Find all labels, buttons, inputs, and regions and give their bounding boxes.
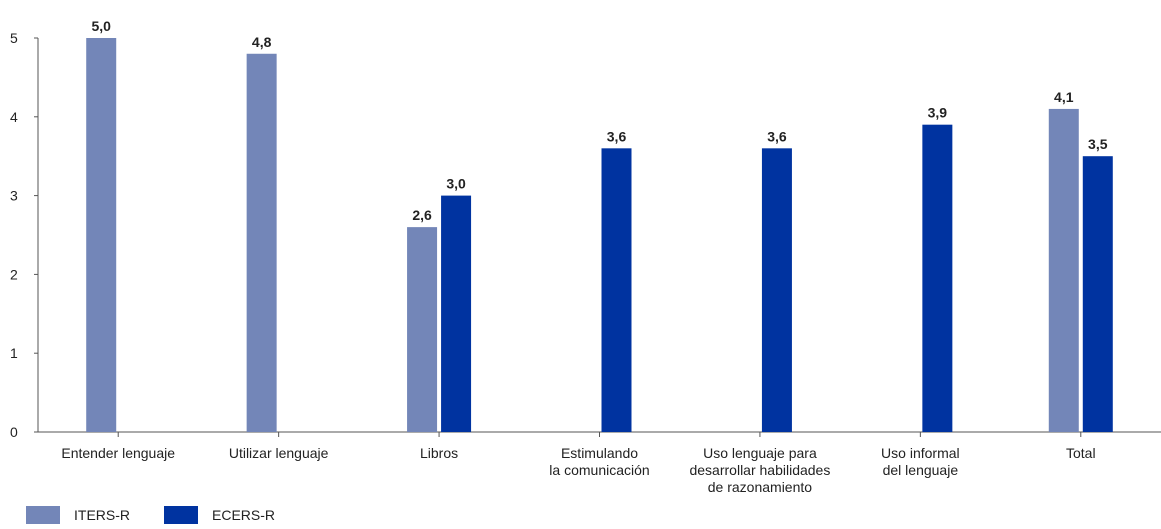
bar-chart: 0 1 2 3 4 5 Entender lenguaje Utilizar lenguaje… xyxy=(10,18,1161,495)
data-label-ecers-r: 3,0 xyxy=(446,176,466,192)
x-category-label-line: Uso lenguaje para xyxy=(703,445,817,461)
x-category-label-line: desarrollar habilidades xyxy=(689,462,830,478)
data-label-iters-r: 2,6 xyxy=(412,207,432,223)
x-category-label-line: la comunicación xyxy=(549,462,649,478)
x-category-label-line: de razonamiento xyxy=(708,479,813,495)
x-category-label: Total xyxy=(1066,445,1096,461)
x-category-label-line: Entender lenguaje xyxy=(61,445,175,461)
bar-ecers-r xyxy=(761,148,792,432)
data-label-ecers-r: 3,6 xyxy=(767,128,787,144)
data-label-ecers-r: 3,5 xyxy=(1088,136,1108,152)
legend: ITERS-R ECERS-R xyxy=(26,506,309,524)
bar-ecers-r xyxy=(601,148,632,432)
y-tick-label: 4 xyxy=(10,109,18,125)
data-label-ecers-r: 3,9 xyxy=(928,105,948,121)
bar-iters-r xyxy=(246,53,277,432)
y-tick-label: 2 xyxy=(10,266,18,282)
data-label-iters-r: 5,0 xyxy=(91,18,111,34)
x-category-label: Libros xyxy=(420,445,458,461)
x-category-label-line: Total xyxy=(1066,445,1096,461)
bar-ecers-r xyxy=(1082,156,1113,432)
x-category-label: Entender lenguaje xyxy=(61,445,175,461)
x-category-label-line: Estimulando xyxy=(561,445,638,461)
data-label-ecers-r: 3,6 xyxy=(607,128,627,144)
x-category-label-line: del lenguaje xyxy=(883,462,959,478)
bar-iters-r xyxy=(86,38,117,432)
legend-item-ecers: ECERS-R xyxy=(164,506,275,524)
bar-iters-r xyxy=(1048,108,1079,433)
y-tick-label: 1 xyxy=(10,345,18,361)
y-tick-label: 3 xyxy=(10,188,18,204)
x-category-label: Uso lenguaje para desarrollar habilidades… xyxy=(689,445,830,495)
x-category-label-line: Utilizar lenguaje xyxy=(229,445,329,461)
bar-iters-r xyxy=(407,227,438,432)
legend-label-iters: ITERS-R xyxy=(74,507,130,523)
x-category-label: Uso informal del lenguaje xyxy=(881,445,960,478)
data-label-iters-r: 4,1 xyxy=(1054,89,1074,105)
data-label-iters-r: 4,8 xyxy=(252,34,272,50)
legend-label-ecers: ECERS-R xyxy=(212,507,276,523)
legend-swatch-iters xyxy=(26,506,60,524)
x-category-label-line: Uso informal xyxy=(881,445,960,461)
x-category-label: Estimulando la comunicación xyxy=(549,445,649,478)
y-tick-label: 0 xyxy=(10,424,18,440)
bar-ecers-r xyxy=(922,124,953,433)
legend-swatch-ecers xyxy=(164,506,198,524)
y-tick-label: 5 xyxy=(10,30,18,46)
x-category-label-line: Libros xyxy=(420,445,458,461)
legend-item-iters: ITERS-R xyxy=(26,506,130,524)
x-category-label: Utilizar lenguaje xyxy=(229,445,329,461)
bar-ecers-r xyxy=(441,195,472,432)
